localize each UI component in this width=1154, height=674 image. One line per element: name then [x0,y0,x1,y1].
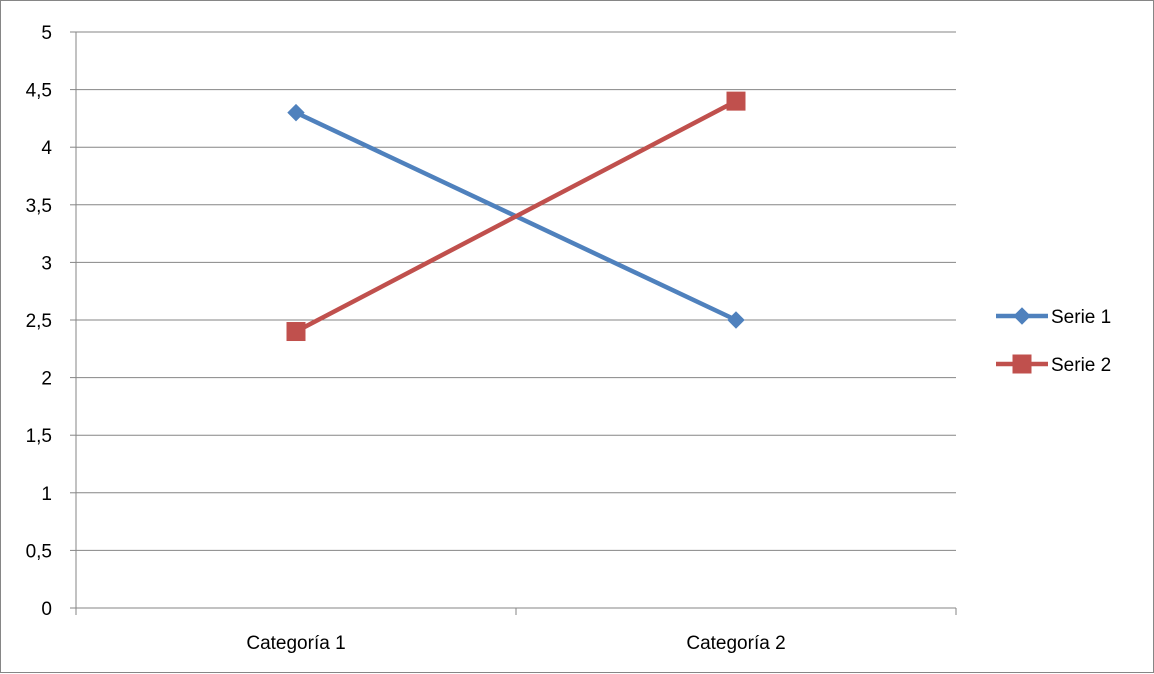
y-tick-label: 3 [41,253,52,274]
series-lines [286,91,746,342]
legend: Serie 1 Serie 2 [996,307,1111,376]
axes: 0 0,5 1 1,5 2 2,5 3 3,5 4 4,5 5 Categoría 1 Categorí… [26,23,957,654]
series-line [293,98,739,334]
x-tick-label: Categoría 1 [246,633,345,654]
gridlines [76,31,956,551]
legend-marker [1012,354,1032,374]
y-tick-label: 2 [41,369,52,390]
series-2 [286,91,746,342]
y-tick-label: 4,5 [26,81,52,102]
data-point [287,103,305,122]
y-tick-label: 0,5 [26,541,52,562]
y-tick-label: 4 [41,138,52,159]
legend-label: Serie 1 [1051,307,1111,328]
legend-marker [1013,307,1031,325]
data-point [727,311,745,329]
data-point [286,322,306,342]
legend-label: Serie 2 [1051,355,1111,376]
y-tick-label: 0 [41,599,52,620]
y-tick-label: 2,5 [26,311,52,332]
y-tick-label: 1,5 [26,426,52,447]
legend-entry: Serie 2 [996,354,1111,376]
y-tick-label: 3,5 [26,196,52,217]
x-tick-label: Categoría 2 [686,633,785,654]
data-point [726,91,746,111]
legend-entry: Serie 1 [996,307,1111,328]
y-tick-label: 1 [41,484,52,505]
y-tick-label: 5 [41,23,52,44]
